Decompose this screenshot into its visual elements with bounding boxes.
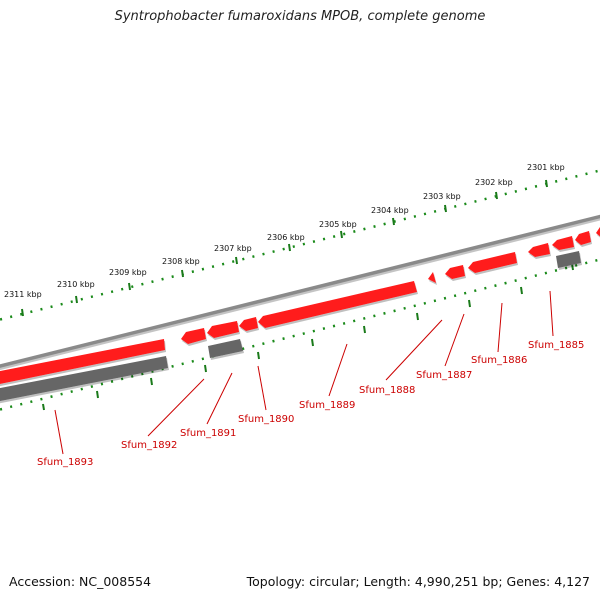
kbp-label: 2306 kbp <box>267 233 305 242</box>
gene-label-sfum-1886[interactable]: Sfum_1886 <box>471 355 527 366</box>
kbp-label: 2311 kbp <box>4 290 42 299</box>
genome-backbone <box>0 214 600 371</box>
gene-arrow-sfum-1885[interactable] <box>528 243 550 257</box>
gene-arrow-forward-extra-3[interactable] <box>596 227 600 238</box>
accession-text: Accession: NC_008554 <box>9 574 152 589</box>
gene-box-reverse-2[interactable] <box>208 339 243 358</box>
kbp-label: 2308 kbp <box>162 257 200 266</box>
gene-arrow-sfum-1893[interactable] <box>0 339 165 386</box>
kbp-label: 2302 kbp <box>475 178 513 187</box>
gene-arrow-sfum-1890[interactable] <box>239 317 258 331</box>
kbp-label: 2304 kbp <box>371 206 409 215</box>
gene-label-sfum-1891[interactable]: Sfum_1891 <box>180 428 236 439</box>
gene-label-sfum-1887[interactable]: Sfum_1887 <box>416 370 472 381</box>
scale-ruler-lower <box>0 258 600 411</box>
gene-box-reverse-3[interactable] <box>556 251 581 268</box>
gene-arrow-sfum-1891[interactable] <box>207 321 239 338</box>
gene-label-sfum-1888[interactable]: Sfum_1888 <box>359 385 415 396</box>
kbp-label: 2310 kbp <box>57 280 95 289</box>
genome-summary-text: Topology: circular; Length: 4,990,251 bp… <box>246 574 590 589</box>
kbp-labels: 2301 kbp 2302 kbp 2303 kbp 2304 kbp 2305… <box>4 163 565 299</box>
gene-arrow-sfum-1889[interactable] <box>258 281 417 328</box>
gene-label-sfum-1893[interactable]: Sfum_1893 <box>37 457 93 468</box>
kbp-label: 2301 kbp <box>527 163 565 172</box>
gene-label-sfum-1892[interactable]: Sfum_1892 <box>121 440 177 451</box>
kbp-label: 2303 kbp <box>423 192 461 201</box>
gene-box-reverse-1[interactable] <box>0 356 168 403</box>
kbp-label: 2309 kbp <box>109 268 147 277</box>
scale-ruler-upper <box>0 169 600 321</box>
gene-arrow-sfum-1888[interactable] <box>428 272 436 283</box>
kbp-label: 2307 kbp <box>214 244 252 253</box>
gene-labels: Sfum_1885 Sfum_1886 Sfum_1887 Sfum_1888 … <box>37 340 584 468</box>
gene-label-sfum-1890[interactable]: Sfum_1890 <box>238 414 294 425</box>
gene-label-sfum-1889[interactable]: Sfum_1889 <box>299 400 355 411</box>
gene-label-sfum-1885[interactable]: Sfum_1885 <box>528 340 584 351</box>
gene-arrow-sfum-1886[interactable] <box>468 252 517 273</box>
gene-arrow-forward-extra-2[interactable] <box>575 231 591 245</box>
gene-arrow-sfum-1892[interactable] <box>181 328 206 344</box>
map-title: Syntrophobacter fumaroxidans MPOB, compl… <box>114 9 486 24</box>
gene-arrow-forward-extra-1[interactable] <box>552 236 574 250</box>
gene-arrow-sfum-1887[interactable] <box>445 265 465 279</box>
gene-label-lines <box>54 290 554 455</box>
reverse-genes <box>0 251 581 403</box>
forward-genes <box>0 227 600 386</box>
kbp-label: 2305 kbp <box>319 220 357 229</box>
